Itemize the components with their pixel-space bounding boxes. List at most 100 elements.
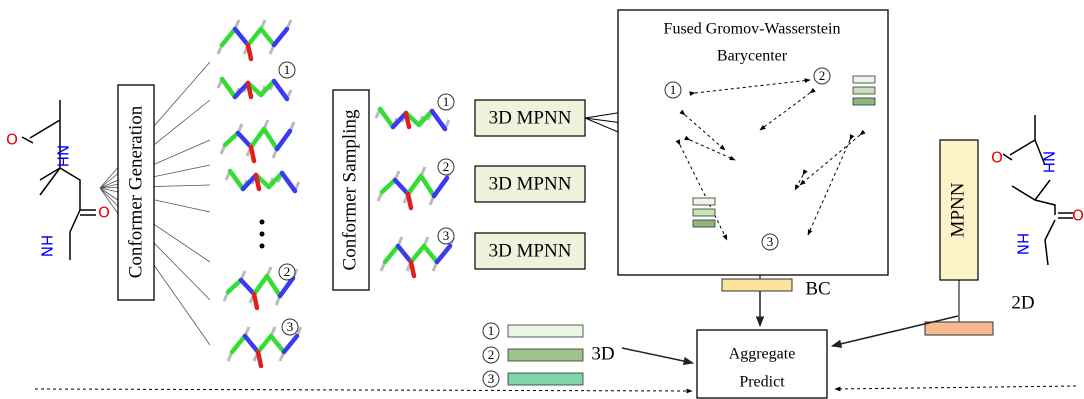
bond xyxy=(385,246,398,262)
shape xyxy=(22,100,96,260)
shape xyxy=(100,62,210,345)
bond xyxy=(230,171,243,189)
bond xyxy=(380,109,393,127)
marker-label: 1 xyxy=(284,62,291,77)
label: Conformer Generation xyxy=(125,105,146,278)
marker: 2 xyxy=(814,68,830,84)
bc-embedding xyxy=(722,279,792,291)
right-molecule xyxy=(1003,115,1073,265)
marker: 3 xyxy=(483,371,499,387)
bond xyxy=(258,336,271,352)
left-molecule xyxy=(22,100,96,260)
bond xyxy=(248,45,251,59)
marker-label: 2 xyxy=(443,159,450,174)
bond xyxy=(421,176,434,196)
atom: NH xyxy=(1040,151,1058,174)
bond xyxy=(408,194,411,208)
mpnn-label: MPNN xyxy=(947,182,968,237)
shape xyxy=(693,209,715,216)
marker: 3 xyxy=(438,228,454,244)
conformer xyxy=(221,120,294,161)
bond xyxy=(395,180,408,194)
marker: 3 xyxy=(282,319,298,335)
bond xyxy=(228,280,241,292)
marker: 2 xyxy=(279,264,295,280)
fan-lines xyxy=(100,62,210,345)
marker-label: 3 xyxy=(443,228,450,243)
conformer xyxy=(226,171,299,191)
bond xyxy=(251,147,254,161)
shape xyxy=(508,373,583,385)
marker-label: 1 xyxy=(488,323,495,338)
marker: 1 xyxy=(483,323,499,339)
encoder-label: 3D MPNN xyxy=(489,173,572,194)
bond xyxy=(238,133,251,147)
bond xyxy=(432,111,445,129)
marker: 1 xyxy=(665,82,681,98)
bc-label: BC xyxy=(805,278,830,299)
atom: HN xyxy=(38,235,56,258)
embeddings-3d xyxy=(508,325,583,385)
aggregate-label: Predict xyxy=(739,374,785,391)
bond xyxy=(411,246,424,262)
bond xyxy=(382,180,395,192)
atom: O xyxy=(98,204,110,222)
bond xyxy=(235,29,248,45)
shape xyxy=(508,325,583,337)
bond xyxy=(271,336,284,352)
atom: NH xyxy=(54,145,72,168)
bond xyxy=(248,29,261,45)
label: Conformer Sampling xyxy=(339,109,360,270)
bond xyxy=(264,129,277,149)
shape xyxy=(853,76,875,83)
bond xyxy=(274,81,287,99)
bond xyxy=(398,246,411,262)
marker-label: 2 xyxy=(284,264,291,279)
encoder-label: 3D MPNN xyxy=(489,240,572,261)
bond xyxy=(408,176,421,194)
shape xyxy=(35,389,692,391)
atom: HN xyxy=(1014,233,1032,256)
marker-label: 3 xyxy=(287,319,294,334)
encoder-label: 3D MPNN xyxy=(489,107,572,128)
bond xyxy=(248,83,251,97)
marker: 2 xyxy=(438,159,454,175)
conformer xyxy=(218,20,291,59)
barycenter-title: Barycenter xyxy=(717,48,788,65)
bond xyxy=(424,246,437,262)
marker-label: 1 xyxy=(443,94,450,109)
pipeline-diagram: O NH O HN Conformer Generation Conformer… xyxy=(0,0,1084,399)
shape xyxy=(853,98,875,105)
bond xyxy=(434,178,447,196)
shape xyxy=(835,386,1076,389)
bond xyxy=(225,133,238,145)
marker: 1 xyxy=(438,94,454,110)
bond xyxy=(437,246,450,262)
shape xyxy=(853,87,875,94)
bond xyxy=(411,262,414,276)
ellipsis xyxy=(260,220,265,249)
bond xyxy=(222,29,235,45)
bond xyxy=(245,336,258,352)
bond xyxy=(406,113,409,127)
marker-label: 3 xyxy=(488,371,495,386)
bond xyxy=(232,336,245,352)
conformer xyxy=(376,109,449,129)
marker: 3 xyxy=(762,234,778,250)
barycenter-title: Fused Gromov-Wasserstein xyxy=(664,21,841,38)
shape xyxy=(508,349,583,361)
shape xyxy=(260,232,265,237)
bond xyxy=(280,278,293,296)
3d-label: 3D xyxy=(591,343,614,364)
atom: O xyxy=(6,131,18,149)
shape xyxy=(260,220,265,225)
bond xyxy=(282,173,295,191)
marker-label: 3 xyxy=(767,234,774,249)
shape xyxy=(260,244,265,249)
shape xyxy=(693,198,715,205)
arrow xyxy=(622,348,693,363)
bond xyxy=(261,29,274,45)
bond xyxy=(251,129,264,147)
shape xyxy=(693,220,715,227)
conformer xyxy=(378,167,451,208)
